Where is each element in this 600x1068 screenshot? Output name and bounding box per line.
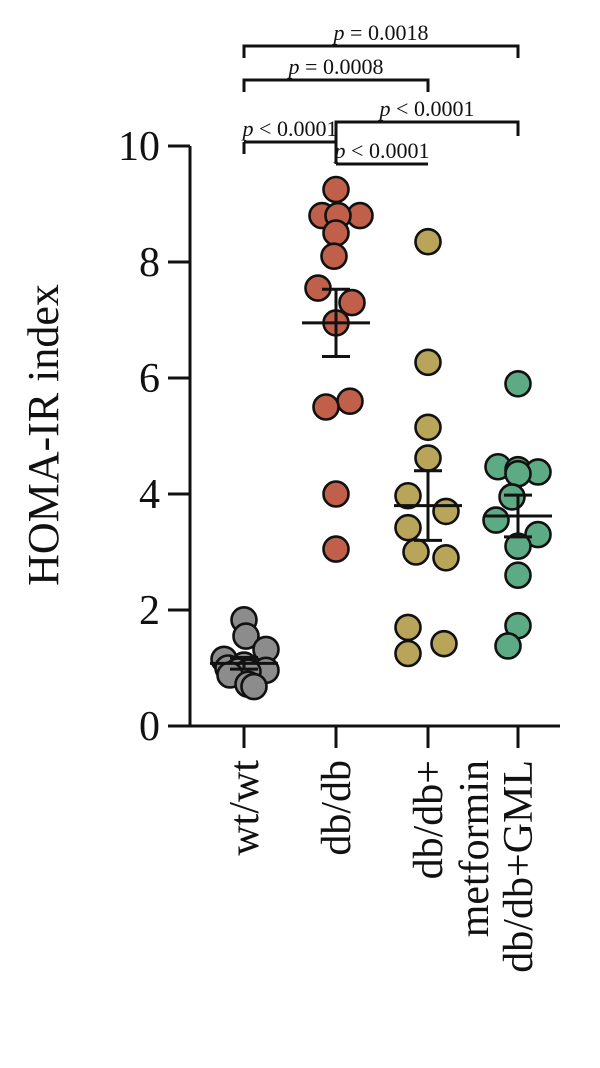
p-value-text: < 0.0001 — [391, 96, 475, 121]
y-tick-label: 0 — [139, 704, 160, 750]
p-symbol: p — [378, 96, 391, 121]
data-point — [336, 387, 364, 416]
data-point — [322, 219, 350, 247]
p-symbol: p — [287, 54, 300, 79]
data-points — [210, 175, 552, 701]
y-tick-label: 4 — [139, 472, 160, 518]
data-point — [394, 613, 422, 642]
data-point — [524, 520, 552, 549]
p-value-text: = 0.0018 — [345, 20, 429, 45]
data-point — [414, 348, 442, 377]
significance-bracket: p < 0.0001 — [241, 116, 338, 144]
data-point — [432, 497, 460, 526]
bracket-line — [334, 120, 520, 134]
data-point — [240, 672, 268, 701]
p-value-text: < 0.0001 — [254, 116, 338, 141]
data-point — [320, 242, 348, 271]
axes: 0 2 4 6 8 10 — [118, 124, 560, 750]
mean-sem-bars — [210, 287, 552, 671]
y-tick-label: 10 — [118, 124, 160, 170]
significance-bracket: p < 0.0001 — [333, 138, 430, 166]
data-point — [498, 483, 526, 511]
data-point — [414, 227, 442, 256]
data-point — [394, 481, 422, 510]
p-value-text: = 0.0008 — [300, 54, 384, 79]
data-point — [414, 413, 442, 442]
data-point — [338, 288, 366, 317]
y-tick-label: 2 — [139, 588, 160, 634]
data-point — [322, 535, 350, 563]
bracket-line — [242, 78, 430, 92]
data-point — [322, 175, 350, 204]
data-point — [504, 459, 532, 488]
data-point — [432, 543, 460, 572]
p-value-label: p < 0.0001 — [378, 96, 475, 121]
p-value-label: p = 0.0008 — [287, 54, 384, 79]
bracket-line — [242, 44, 520, 58]
y-axis-label: HOMA-IR index — [19, 284, 68, 586]
p-symbol: p — [333, 138, 346, 163]
data-point — [414, 444, 442, 472]
p-value-label: p < 0.0001 — [241, 116, 338, 141]
data-point — [494, 632, 522, 660]
significance-bracket: p = 0.0018 — [242, 20, 520, 58]
p-value-label: p < 0.0001 — [333, 138, 430, 163]
data-point — [322, 480, 350, 508]
x-tick-label: db/db+GML — [496, 760, 542, 973]
data-point — [232, 622, 260, 650]
y-tick-label: 6 — [139, 356, 160, 402]
data-point — [394, 639, 422, 668]
data-point — [482, 506, 510, 534]
data-point — [402, 538, 430, 566]
x-tick-label: metformin — [452, 760, 498, 937]
x-tick-label: db/db+ — [406, 760, 452, 879]
significance-bracket: p = 0.0008 — [242, 54, 430, 92]
x-tick-label: wt/wt — [222, 760, 268, 856]
data-point — [312, 393, 340, 421]
data-point — [504, 369, 532, 398]
significance-bracket: p < 0.0001 — [334, 96, 520, 134]
x-tick-label: db/db — [314, 760, 360, 856]
p-symbol: p — [241, 116, 254, 141]
data-point — [394, 513, 422, 542]
p-value-label: p = 0.0018 — [332, 20, 429, 45]
data-point — [504, 561, 532, 590]
p-value-text: < 0.0001 — [346, 138, 430, 163]
p-symbol: p — [332, 20, 345, 45]
data-point — [430, 629, 458, 658]
y-tick-label: 8 — [139, 240, 160, 286]
